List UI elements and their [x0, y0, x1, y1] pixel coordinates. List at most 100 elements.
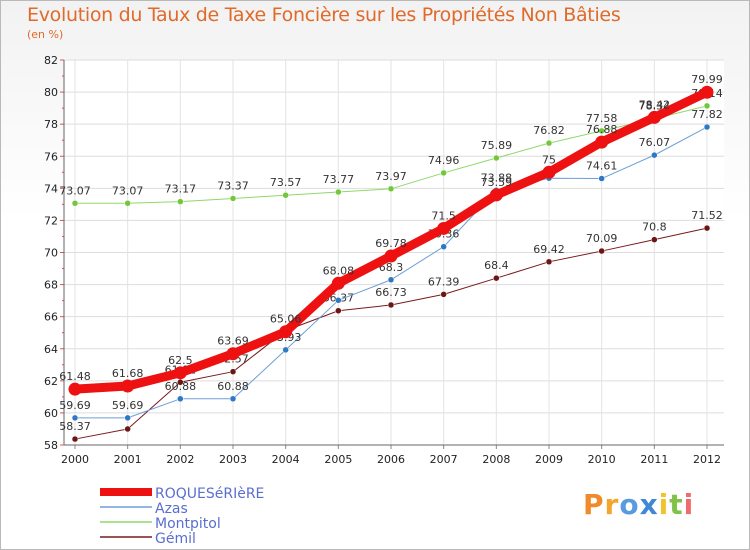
- data-point-g-mil: [387, 301, 395, 309]
- data-label-g-mil: 68.4: [484, 259, 509, 272]
- data-label-roques-ri-re: 63.69: [217, 335, 249, 348]
- x-tick-label: 2010: [588, 453, 616, 466]
- data-label-montpitol: 76.82: [533, 124, 565, 137]
- data-label-montpitol: 73.97: [375, 170, 407, 183]
- data-point-azas: [335, 297, 342, 304]
- data-label-azas: 60.88: [165, 380, 197, 393]
- y-tick-label: 66: [44, 311, 58, 324]
- x-tick-label: 2000: [61, 453, 89, 466]
- x-tick-label: 2003: [219, 453, 247, 466]
- x-tick-label: 2011: [640, 453, 668, 466]
- data-label-g-mil: 58.37: [59, 420, 91, 433]
- y-tick-label: 76: [44, 150, 58, 163]
- data-point-montpitol: [124, 200, 131, 207]
- data-label-montpitol: 73.57: [270, 176, 302, 189]
- data-point-azas: [703, 123, 711, 131]
- y-tick-label: 64: [44, 343, 58, 356]
- data-label-montpitol: 73.07: [112, 184, 144, 197]
- data-label-montpitol: 73.07: [59, 184, 91, 197]
- x-tick-label: 2006: [377, 453, 405, 466]
- data-label-azas: 73.88: [481, 171, 513, 184]
- data-point-roques-ri-re: [331, 276, 345, 290]
- data-label-roques-ri-re: 78.42: [639, 98, 671, 111]
- data-point-roques-ri-re: [173, 366, 187, 380]
- data-label-roques-ri-re: 61.68: [112, 367, 144, 380]
- logo-letter: i: [683, 488, 695, 521]
- data-point-g-mil: [229, 368, 237, 375]
- data-label-roques-ri-re: 65.06: [270, 313, 302, 326]
- data-label-roques-ri-re: 69.78: [375, 237, 407, 250]
- data-point-azas: [229, 395, 237, 403]
- legend-label-azas: Azas: [155, 501, 188, 517]
- data-label-g-mil: 70.09: [586, 232, 618, 245]
- data-point-montpitol: [545, 139, 553, 147]
- y-tick-label: 82: [44, 54, 58, 67]
- data-label-azas: 59.69: [59, 399, 91, 412]
- x-tick-label: 2012: [693, 453, 721, 466]
- y-tick-label: 74: [44, 182, 58, 195]
- x-tick-label: 2008: [482, 453, 510, 466]
- legend-label-roques-ri-re: ROQUESéRIèRE: [155, 486, 264, 502]
- data-label-roques-ri-re: 71.5: [431, 209, 456, 222]
- logo-letter: t: [669, 488, 684, 521]
- data-point-montpitol: [703, 102, 711, 110]
- data-label-azas: 60.88: [217, 380, 249, 393]
- logo-letter: r: [604, 488, 620, 521]
- data-point-montpitol: [598, 127, 605, 135]
- data-point-g-mil: [71, 435, 79, 443]
- y-tick-label: 60: [44, 407, 58, 420]
- data-point-montpitol: [71, 200, 79, 207]
- x-tick-label: 2005: [324, 453, 352, 466]
- chart-title: Evolution du Taux de Taxe Foncière sur l…: [27, 4, 621, 26]
- data-point-g-mil: [440, 291, 447, 298]
- data-point-azas: [177, 395, 184, 403]
- data-point-montpitol: [282, 191, 289, 199]
- data-label-g-mil: 69.42: [533, 243, 565, 256]
- y-unit-label: (en %): [27, 28, 64, 41]
- data-point-azas: [651, 151, 658, 159]
- data-label-g-mil: 70.8: [642, 221, 667, 234]
- x-tick-label: 2007: [430, 453, 458, 466]
- data-label-roques-ri-re: 68.08: [323, 264, 355, 277]
- data-point-montpitol: [335, 188, 342, 196]
- data-point-azas: [598, 175, 605, 182]
- data-point-azas: [387, 276, 395, 284]
- data-label-g-mil: 67.39: [428, 275, 460, 288]
- legend-label-g-mil: Gémil: [155, 531, 196, 547]
- data-point-montpitol: [387, 185, 395, 193]
- data-label-roques-ri-re: 75: [542, 153, 556, 166]
- data-point-roques-ri-re: [437, 221, 451, 235]
- data-label-montpitol: 73.17: [165, 183, 197, 196]
- x-tick-label: 2001: [114, 453, 142, 466]
- data-point-montpitol: [229, 195, 237, 202]
- data-label-montpitol: 75.89: [481, 139, 513, 152]
- data-label-azas: 74.61: [586, 160, 618, 173]
- data-point-g-mil: [545, 258, 553, 266]
- data-point-azas: [282, 346, 289, 354]
- data-point-roques-ri-re: [647, 110, 661, 124]
- proxiti-logo: Proxiti: [583, 488, 694, 521]
- y-tick-label: 62: [44, 375, 58, 388]
- data-label-roques-ri-re: 62.5: [168, 354, 193, 367]
- data-label-roques-ri-re: 76.88: [586, 123, 618, 136]
- data-label-g-mil: 71.52: [691, 209, 723, 222]
- data-point-roques-ri-re: [68, 382, 82, 396]
- data-label-azas: 76.07: [639, 136, 671, 149]
- data-point-azas: [124, 414, 131, 422]
- data-point-azas: [440, 243, 447, 250]
- logo-letter: i: [658, 488, 670, 521]
- data-label-roques-ri-re: 61.48: [59, 370, 91, 383]
- y-tick-label: 68: [44, 279, 58, 292]
- data-label-g-mil: 66.73: [375, 286, 407, 299]
- data-point-g-mil: [651, 236, 658, 243]
- data-point-g-mil: [124, 425, 131, 433]
- data-label-montpitol: 77.58: [586, 112, 618, 125]
- data-label-montpitol: 74.96: [428, 154, 460, 167]
- data-point-montpitol: [440, 169, 447, 177]
- logo-letter: P: [583, 488, 605, 521]
- logo-letter: x: [639, 488, 659, 521]
- data-point-g-mil: [335, 307, 342, 314]
- data-point-roques-ri-re: [700, 85, 714, 99]
- data-point-montpitol: [493, 154, 500, 162]
